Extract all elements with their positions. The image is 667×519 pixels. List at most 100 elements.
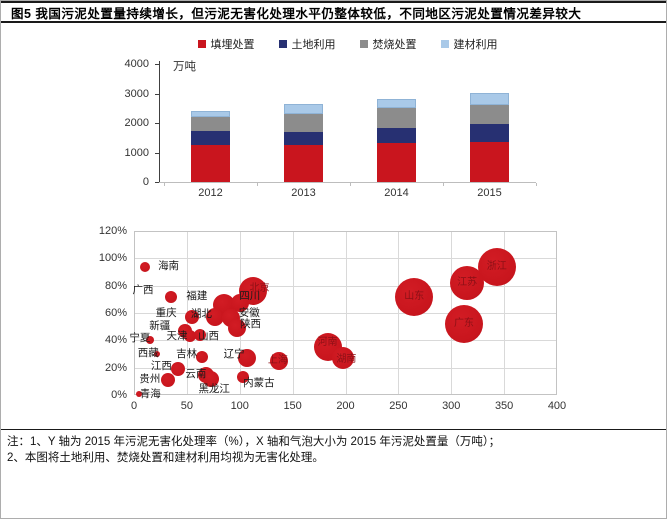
bar-segment	[377, 107, 416, 128]
bar-ytick-label: 1000	[124, 146, 149, 159]
bar-segment	[470, 141, 509, 182]
bubble-ytick-label: 60%	[104, 307, 127, 319]
bubble-label-北京: 北京	[249, 283, 270, 295]
bubble-上海	[269, 351, 288, 370]
bubble-label-海南: 海南	[158, 259, 180, 272]
bubble-ytick-label: 120%	[98, 225, 127, 237]
legend-label: 建材利用	[453, 39, 498, 51]
bubble-xtick-label: 300	[442, 400, 461, 412]
bubble-label-贵州: 贵州	[139, 372, 161, 385]
bubble-ytick-label: 20%	[104, 361, 127, 374]
bubble-grid-h	[134, 340, 557, 342]
bar-ytick-mark	[155, 152, 159, 154]
bar-segment	[377, 98, 416, 108]
province-bubble-chart: 0% 20% 40% 60% 80% 100% 120% 0 50 100 150 200 250 300…	[1, 216, 666, 424]
bar-segment	[191, 117, 230, 131]
bubble-label-天津: 天津	[166, 329, 188, 342]
bubble-label-广东: 广东	[453, 317, 474, 329]
bar-ytick-label: 3000	[124, 87, 149, 100]
bubble-label-江西: 江西	[150, 359, 172, 372]
figure-title-bar: 图5 我国污泥处置量持续增长，但污泥无害化处理水平仍整体较低，不同地区污泥处置情…	[1, 1, 666, 23]
bar-ytick-label: 0	[142, 176, 149, 188]
bubble-xtick-label: 250	[389, 400, 408, 412]
legend-item-1: 土地利用	[278, 36, 336, 52]
bar-ytick-mark	[155, 64, 159, 65]
bubble-天津	[184, 330, 197, 343]
bubble-江苏	[450, 265, 485, 300]
bar-segment	[284, 131, 323, 145]
bubble-江西	[171, 362, 186, 377]
bubble-xtick-label: 350	[494, 400, 514, 412]
bubble-label-四川: 四川	[239, 290, 261, 303]
stacked-bar-chart: 0 1000 2000 3000 4000 万吨 2012 2013 2014 2015	[1, 56, 666, 214]
bubble-xtick-label: 50	[180, 400, 193, 412]
bubble-grid-h	[134, 313, 557, 314]
bar-segment	[377, 127, 416, 144]
bar-xtick-mark	[536, 183, 537, 186]
bar-segment	[284, 113, 323, 132]
legend-item-3: 建材利用	[440, 36, 498, 52]
bar-segment	[191, 111, 230, 118]
bubble-吉林	[195, 350, 208, 363]
bubble-label-重庆: 重庆	[155, 306, 177, 319]
bubble-grid-h	[134, 258, 557, 260]
figure-notes: 注：1、Y 轴为 2015 年污泥无害化处理率（%），X 轴和气泡大小为 201…	[1, 429, 666, 466]
bar-xtick-mark	[443, 183, 444, 186]
bubble-广东	[444, 304, 483, 343]
bubble-label-广西: 广西	[132, 283, 154, 296]
note-line-2: 2、本图将土地利用、焚烧处置和建材利用均视为无害化处理。	[7, 452, 324, 464]
legend-swatch-icon	[440, 40, 449, 48]
legend-swatch-icon	[359, 40, 368, 48]
legend-label: 土地利用	[291, 39, 336, 51]
bar-segment	[191, 130, 230, 146]
bubble-label-河南: 河南	[317, 337, 338, 349]
bubble-山东	[395, 277, 434, 316]
bubble-label-宁夏: 宁夏	[129, 332, 151, 345]
bubble-ytick-label: 80%	[104, 279, 127, 292]
bar-segment	[470, 92, 509, 106]
bar-segment	[191, 145, 230, 182]
bubble-xtick-label: 0	[130, 400, 138, 412]
bubble-plot-border	[134, 231, 557, 395]
bar-unit-label: 万吨	[173, 61, 196, 73]
bar-segment	[284, 144, 323, 182]
bubble-label-新疆: 新疆	[149, 319, 171, 332]
figure-title: 图5 我国污泥处置量持续增长，但污泥无害化处理水平仍整体较低，不同地区污泥处置情…	[11, 6, 582, 21]
bar-segment	[377, 143, 416, 182]
bubble-湖南	[332, 347, 355, 370]
bubble-grid-h	[134, 285, 557, 287]
bar-xtick-mark	[164, 183, 165, 186]
bubble-青海	[136, 390, 143, 397]
bar-category-label: 2014	[384, 187, 409, 199]
bar-segment	[470, 105, 509, 125]
bubble-label-吉林: 吉林	[176, 347, 198, 360]
bubble-辽宁	[238, 349, 257, 368]
bar-segment	[284, 103, 323, 114]
bubble-ytick-label: 100%	[98, 252, 127, 265]
bubble-海南	[139, 261, 150, 272]
bubble-label-云南: 云南	[185, 367, 207, 380]
bar-x-axis	[159, 182, 536, 183]
bubble-西藏	[154, 351, 161, 357]
bubble-label-湖北: 湖北	[190, 307, 212, 320]
bar-ytick-mark	[155, 123, 159, 124]
bubble-label-江苏: 江苏	[457, 276, 478, 288]
bar-category-label: 2013	[291, 187, 316, 199]
bar-segment	[470, 124, 509, 142]
bar-ytick-label: 4000	[124, 58, 149, 70]
bar-ytick-mark	[155, 182, 159, 183]
bubble-label-浙江: 浙江	[486, 260, 507, 272]
bubble-label-青海: 青海	[139, 387, 161, 400]
bubble-label-内蒙古: 内蒙古	[243, 376, 275, 389]
bubble-label-湖南: 湖南	[336, 354, 357, 366]
bar-category-label: 2012	[198, 187, 223, 199]
bubble-广西	[165, 290, 177, 303]
bubble-label-黑龙江: 黑龙江	[198, 382, 230, 395]
bubble-浙江	[477, 247, 516, 286]
bar-xtick-mark	[350, 183, 351, 186]
bar-xtick-mark	[257, 183, 258, 186]
bubble-宁夏	[145, 336, 154, 345]
bubble-黑龙江	[203, 370, 220, 387]
legend-label: 填埋处置	[210, 39, 255, 51]
bubble-ytick-label: 40%	[104, 334, 127, 347]
